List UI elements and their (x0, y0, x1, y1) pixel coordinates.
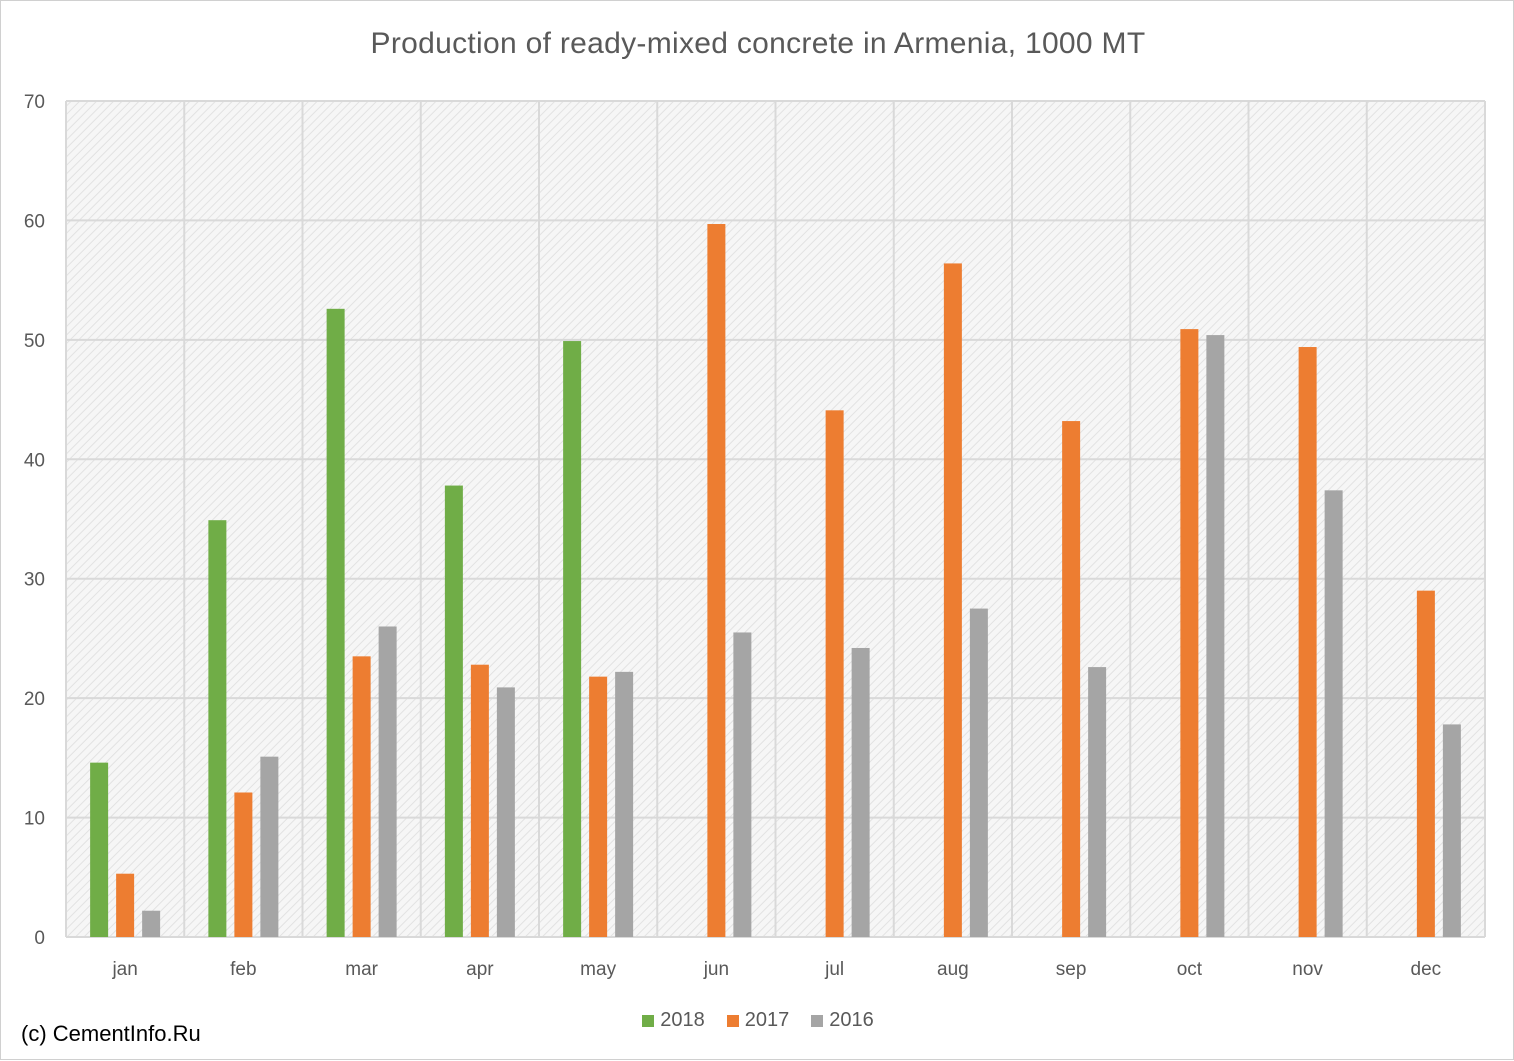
x-tick-label: jul (824, 959, 844, 980)
bar-2017-oct (1180, 329, 1199, 937)
bars (90, 224, 1461, 938)
bar-2017-mar (352, 656, 371, 937)
y-tick-label: 10 (24, 809, 45, 830)
x-tick-label: mar (345, 959, 378, 980)
y-tick-label: 60 (24, 211, 45, 232)
x-tick-labels: jan feb mar apr may jun jul aug sep oct nov dec (111, 959, 1441, 980)
y-tick-labels: 0 10 20 30 40 50 60 70 (24, 92, 45, 949)
bar-2016-oct (1206, 335, 1225, 938)
legend-label: 2017 (744, 1009, 790, 1031)
bar-2017-jan (116, 873, 135, 937)
bar-2018-mar (326, 308, 345, 937)
bar-2016-sep (1088, 667, 1107, 937)
x-tick-label: jan (111, 959, 137, 980)
bar-2017-feb (234, 792, 253, 937)
grid-lines (65, 100, 1486, 938)
bar-2016-jul (851, 647, 870, 937)
legend-label: 2016 (829, 1009, 874, 1031)
y-tick-label: 20 (24, 689, 45, 710)
x-tick-label: sep (1056, 959, 1087, 980)
x-tick-label: dec (1411, 959, 1442, 980)
bar-2016-mar (378, 626, 397, 937)
x-tick-label: oct (1177, 959, 1203, 980)
legend-item-2016: 2016 (811, 1009, 874, 1032)
y-tick-label: 40 (24, 450, 45, 471)
x-tick-label: feb (230, 959, 256, 980)
legend-swatch (726, 1014, 739, 1027)
bar-2017-may (589, 676, 608, 937)
bar-2016-dec (1442, 724, 1461, 937)
bar-2016-feb (260, 756, 279, 937)
bar-2017-apr (470, 664, 489, 937)
legend-swatch (642, 1014, 655, 1027)
bar-2018-feb (208, 520, 227, 937)
bar-2017-jul (825, 410, 844, 937)
bar-2016-jan (142, 910, 161, 937)
bar-2017-jun (707, 224, 726, 938)
legend: 2018 2017 2016 (1, 1009, 1514, 1032)
x-tick-label: nov (1292, 959, 1323, 980)
bar-2016-may (615, 671, 634, 937)
y-tick-label: 50 (24, 331, 45, 352)
legend-label: 2018 (660, 1009, 705, 1031)
bar-2016-aug (969, 608, 988, 937)
x-tick-label: apr (466, 959, 494, 980)
bar-2016-nov (1324, 490, 1343, 937)
bar-2018-may (563, 341, 582, 938)
bar-2017-aug (943, 263, 962, 937)
credit-text: (c) CementInfo.Ru (21, 1021, 201, 1046)
x-tick-label: jun (703, 959, 729, 980)
y-tick-label: 70 (24, 92, 45, 113)
bar-2017-sep (1062, 421, 1081, 937)
legend-swatch (811, 1014, 824, 1027)
bar-2018-jan (90, 762, 109, 937)
y-tick-label: 0 (34, 928, 45, 949)
y-tick-label: 30 (24, 570, 45, 591)
x-tick-label: aug (937, 959, 969, 980)
legend-item-2017: 2017 (726, 1009, 790, 1032)
bar-2018-apr (444, 485, 463, 937)
bar-2016-apr (496, 687, 515, 937)
bar-2017-nov (1298, 347, 1317, 938)
chart-title: Production of ready-mixed concrete in Ar… (370, 27, 1146, 60)
legend-item-2018: 2018 (642, 1009, 705, 1032)
bar-2016-jun (733, 632, 752, 937)
bar-2017-dec (1416, 590, 1435, 937)
x-tick-label: may (580, 959, 616, 980)
